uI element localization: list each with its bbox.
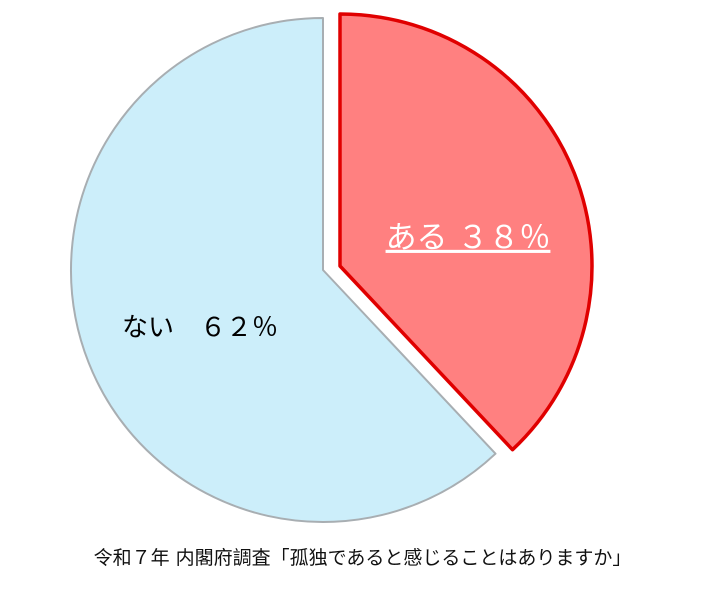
slice-label: ある ３８％ <box>386 220 551 256</box>
chart-caption: 令和７年 内閣府調査「孤独であると感じることはありますか」 <box>93 547 632 569</box>
slice-label: ない ６２％ <box>122 313 278 343</box>
pie-slice <box>338 12 594 452</box>
pie-slice <box>70 17 497 523</box>
